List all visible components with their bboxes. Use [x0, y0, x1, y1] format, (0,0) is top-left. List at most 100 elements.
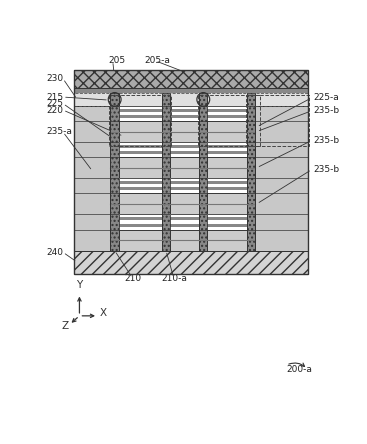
Bar	[170, 218, 199, 221]
Bar	[207, 106, 247, 109]
Bar	[170, 115, 199, 118]
Bar	[74, 121, 308, 142]
Bar	[119, 223, 162, 226]
Bar	[207, 221, 247, 223]
Text: 230: 230	[46, 74, 63, 83]
Bar	[119, 154, 162, 157]
Bar	[170, 106, 199, 121]
Bar	[74, 106, 110, 250]
Bar	[119, 118, 162, 121]
Bar	[119, 142, 162, 145]
Bar	[119, 226, 162, 230]
Bar	[170, 181, 199, 184]
Bar	[207, 142, 247, 145]
Bar	[74, 230, 308, 250]
Text: 210-a: 210-a	[161, 274, 187, 283]
Bar	[119, 178, 162, 181]
Bar	[207, 226, 247, 230]
Bar	[110, 93, 119, 106]
Bar	[119, 112, 162, 115]
Bar	[207, 106, 247, 121]
Text: Z: Z	[61, 321, 69, 331]
Bar	[119, 106, 162, 109]
Bar	[119, 148, 162, 151]
Bar	[207, 214, 247, 230]
Bar	[207, 151, 247, 154]
Bar	[207, 154, 247, 157]
Bar	[170, 223, 199, 226]
Text: 215: 215	[46, 92, 63, 102]
Bar	[170, 106, 199, 109]
Bar	[170, 112, 199, 115]
Text: 210: 210	[124, 274, 141, 283]
Bar	[109, 95, 171, 147]
Bar	[162, 106, 170, 250]
Bar	[119, 109, 162, 112]
Bar	[74, 71, 308, 274]
FancyArrowPatch shape	[289, 363, 305, 366]
Text: 225-a: 225-a	[313, 93, 339, 102]
Bar	[170, 178, 199, 194]
Text: 235-b: 235-b	[313, 106, 339, 115]
Bar	[170, 226, 199, 230]
Bar	[207, 142, 247, 157]
Bar	[170, 142, 199, 157]
Bar	[119, 151, 162, 154]
Bar	[119, 184, 162, 187]
Bar	[207, 218, 247, 221]
Bar	[74, 106, 110, 250]
Text: 240: 240	[46, 248, 63, 257]
Bar	[119, 218, 162, 221]
Bar	[207, 223, 247, 226]
Bar	[207, 184, 247, 187]
Bar	[207, 178, 247, 181]
Text: 235-a: 235-a	[46, 127, 72, 136]
Bar	[170, 118, 199, 121]
Bar	[170, 148, 199, 151]
Bar	[110, 106, 119, 250]
Bar	[207, 109, 247, 112]
Text: X: X	[100, 308, 107, 318]
Bar	[198, 95, 260, 147]
Bar	[207, 187, 247, 190]
Bar	[119, 221, 162, 223]
Bar	[170, 190, 199, 194]
Bar	[74, 93, 308, 106]
Bar	[255, 106, 308, 250]
Bar	[207, 118, 247, 121]
Text: 205-a: 205-a	[144, 56, 170, 65]
Bar	[207, 148, 247, 151]
Bar	[170, 109, 199, 112]
Bar	[74, 71, 308, 88]
Bar	[170, 151, 199, 154]
Bar	[74, 194, 308, 214]
Text: 205: 205	[108, 56, 126, 65]
Bar	[170, 142, 199, 145]
Bar	[170, 214, 199, 218]
Bar	[119, 181, 162, 184]
Bar	[207, 178, 247, 194]
Bar	[170, 145, 199, 148]
Bar	[247, 93, 255, 106]
Text: 220: 220	[46, 106, 63, 115]
Bar	[74, 88, 308, 93]
Bar	[207, 181, 247, 184]
Bar	[119, 190, 162, 194]
Bar	[207, 115, 247, 118]
Bar	[207, 145, 247, 148]
Bar	[162, 93, 170, 106]
Bar	[199, 93, 207, 106]
Bar	[170, 221, 199, 223]
Bar	[74, 214, 308, 230]
Text: 200-a: 200-a	[286, 365, 312, 374]
Bar	[119, 142, 162, 157]
Bar	[74, 106, 308, 250]
Text: Y: Y	[76, 280, 83, 290]
Bar	[255, 106, 308, 250]
Bar	[119, 187, 162, 190]
Bar	[207, 214, 247, 218]
Bar	[170, 154, 199, 157]
Bar	[74, 250, 308, 274]
Bar	[74, 157, 308, 178]
Bar	[247, 106, 255, 250]
